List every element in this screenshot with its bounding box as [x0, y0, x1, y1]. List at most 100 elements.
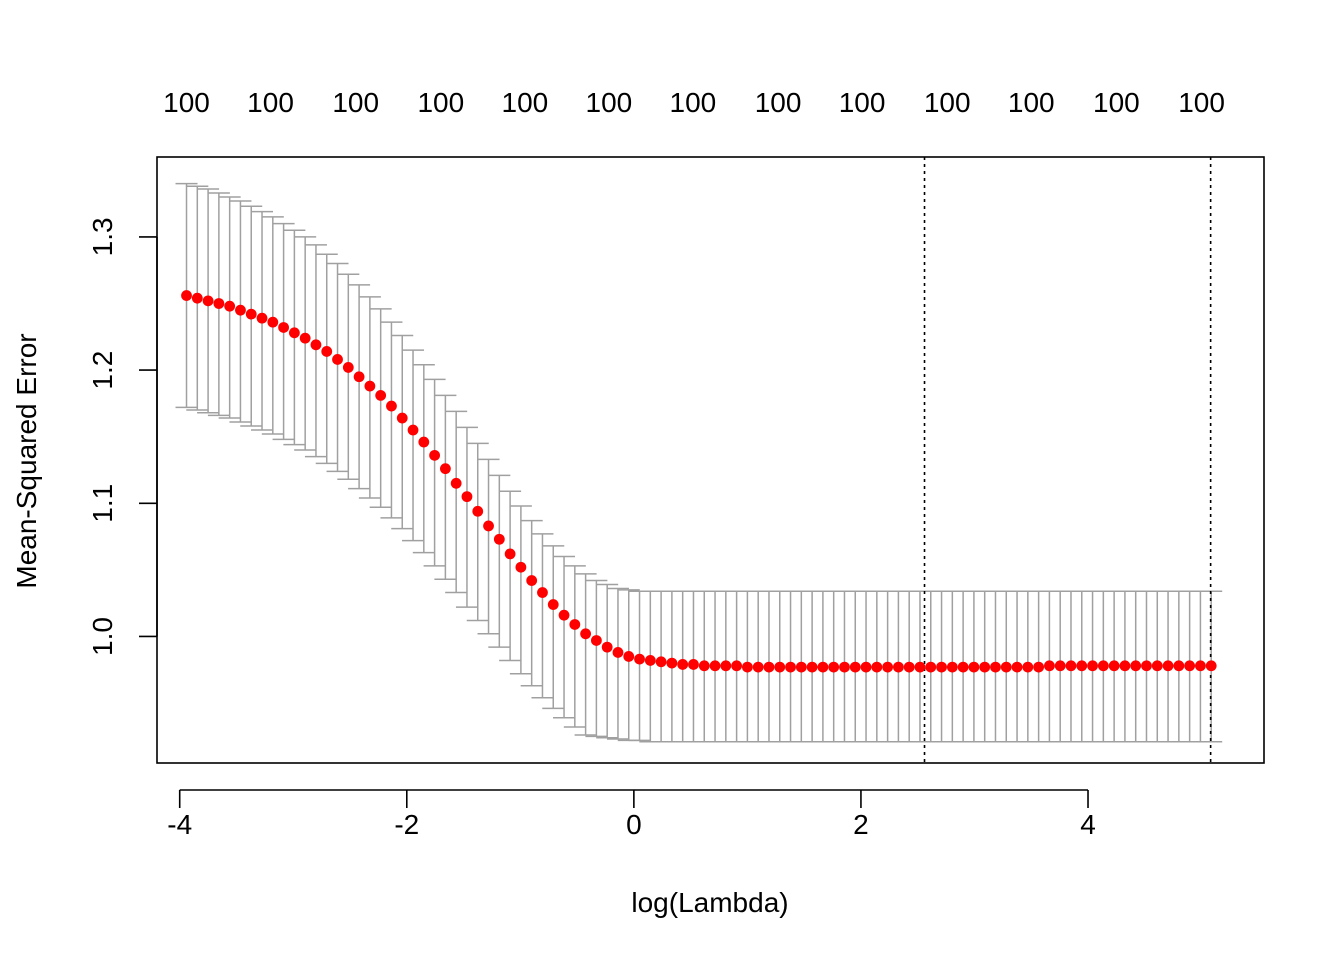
mse-point: [375, 390, 387, 401]
mse-point: [537, 587, 548, 598]
mse-point: [1087, 660, 1098, 672]
data-points: [181, 290, 1217, 673]
top-axis-label: 100: [1178, 87, 1225, 118]
x-tick-label: 2: [853, 809, 869, 840]
mse-point: [386, 400, 397, 412]
mse-point: [1076, 660, 1088, 672]
mse-point: [213, 298, 225, 309]
y-tick-label: 1.3: [87, 217, 118, 256]
mse-point: [957, 661, 969, 673]
mse-point: [785, 661, 796, 673]
mse-point: [1011, 661, 1023, 673]
mse-point: [817, 661, 829, 673]
y-tick-label: 1.1: [87, 484, 118, 523]
mse-point: [990, 661, 1001, 673]
mse-point: [936, 661, 947, 673]
top-axis-label: 100: [670, 87, 717, 118]
mse-point: [1022, 661, 1034, 673]
mse-point: [202, 295, 214, 307]
mse-point: [893, 661, 904, 673]
x-axis-title: log(Lambda): [631, 887, 788, 918]
mse-point: [731, 660, 743, 672]
mse-point: [623, 651, 635, 662]
mse-point: [1195, 660, 1206, 672]
mse-point: [191, 292, 203, 304]
mse-point: [698, 660, 710, 672]
mse-point: [709, 660, 721, 672]
mse-point: [407, 424, 419, 436]
mse-point: [450, 477, 462, 489]
mse-point: [1108, 660, 1120, 672]
mse-point: [256, 312, 268, 324]
mse-point: [1044, 660, 1055, 672]
mse-point: [979, 661, 991, 673]
mse-point: [806, 661, 818, 673]
mse-point: [590, 635, 602, 646]
mse-point: [914, 661, 926, 673]
mse-point: [569, 619, 581, 630]
mse-point: [1033, 661, 1045, 673]
y-tick-label: 1.2: [87, 351, 118, 390]
mse-point: [547, 599, 559, 610]
mse-point: [483, 520, 494, 532]
mse-point: [299, 332, 311, 344]
mse-point: [634, 653, 645, 665]
mse-point: [1054, 660, 1066, 672]
top-axis-label: 100: [247, 87, 294, 118]
mse-point: [946, 661, 958, 673]
mse-point: [871, 661, 883, 673]
x-tick-label: 4: [1080, 809, 1096, 840]
mse-point: [245, 308, 257, 320]
mse-point: [515, 561, 527, 573]
mse-point: [860, 661, 872, 673]
mse-point: [839, 661, 850, 673]
mse-point: [235, 304, 246, 316]
mse-point: [321, 346, 333, 357]
mse-point: [644, 655, 656, 666]
mse-point: [601, 641, 613, 653]
mse-point: [1097, 660, 1109, 672]
top-axis-labels: 100 100 100 100 100 100 100 100 100 100 100 100 100: [163, 87, 1225, 118]
mse-point: [677, 659, 689, 670]
mse-point: [332, 354, 343, 365]
mse-point: [224, 300, 236, 312]
mse-point: [828, 661, 840, 673]
top-axis-label: 100: [839, 87, 886, 118]
error-bars: [175, 182, 1223, 743]
mse-point: [1141, 660, 1152, 672]
mse-point: [1162, 660, 1174, 672]
mse-point: [461, 491, 473, 503]
mse-point: [288, 327, 300, 339]
mse-point: [558, 609, 570, 621]
mse-point: [774, 661, 786, 673]
mse-point: [1173, 660, 1185, 672]
mse-point: [925, 661, 937, 673]
top-axis-label: 100: [417, 87, 464, 118]
top-axis-label: 100: [332, 87, 379, 118]
mse-point: [342, 362, 354, 373]
mse-point: [493, 533, 505, 545]
mse-point: [1000, 661, 1012, 673]
mse-point: [429, 449, 441, 461]
x-axis: -4 -2 0 2 4: [167, 789, 1096, 840]
plot-frame: [156, 156, 1265, 764]
top-axis-label: 100: [502, 87, 549, 118]
mse-point: [655, 656, 667, 668]
mse-point: [1130, 660, 1142, 672]
mse-point: [1184, 660, 1196, 672]
mse-point: [1065, 660, 1077, 672]
top-axis-label: 100: [1093, 87, 1140, 118]
top-axis-label: 100: [924, 87, 971, 118]
mse-point: [742, 661, 753, 673]
mse-point: [396, 412, 408, 424]
mse-point: [580, 628, 592, 640]
mse-point: [752, 661, 764, 673]
x-tick-label: 0: [626, 809, 642, 840]
mse-point: [1151, 660, 1163, 672]
mse-point: [181, 290, 192, 301]
mse-point: [612, 647, 624, 658]
top-axis-label: 100: [1008, 87, 1055, 118]
y-axis: 1.0 1.1 1.2 1.3: [87, 217, 158, 656]
mse-point: [763, 661, 775, 673]
mse-point: [795, 661, 807, 673]
